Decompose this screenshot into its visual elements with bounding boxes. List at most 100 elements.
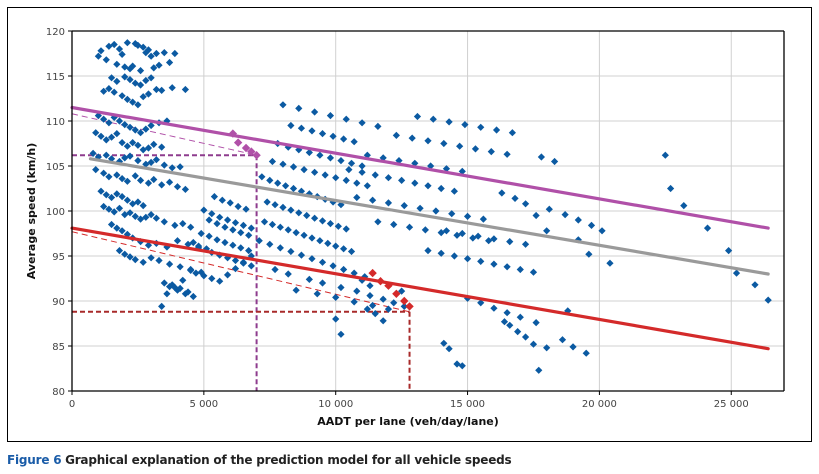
data-point	[144, 46, 153, 54]
data-point	[139, 258, 147, 266]
y-axis-ticks: 80 85 90 95 100 105 110 115 120	[46, 27, 72, 398]
data-point	[136, 81, 145, 89]
data-point	[200, 272, 208, 280]
data-point	[171, 283, 179, 292]
data-point	[334, 222, 342, 230]
data-point	[247, 262, 255, 270]
y-tick-label: 110	[46, 117, 65, 128]
axes	[71, 30, 785, 392]
data-point	[171, 49, 179, 58]
data-point	[606, 259, 614, 267]
data-point	[268, 157, 277, 166]
data-point	[358, 168, 366, 176]
data-point	[205, 216, 213, 224]
data-point	[102, 136, 110, 144]
data-point	[445, 118, 453, 126]
data-point	[118, 193, 126, 201]
data-point	[345, 166, 353, 174]
data-point	[318, 130, 327, 138]
data-point	[271, 265, 279, 274]
highlight-points	[228, 129, 414, 311]
data-point	[97, 47, 105, 55]
data-point	[295, 209, 303, 217]
data-point	[97, 187, 105, 195]
data-point	[231, 256, 240, 265]
y-tick-label: 100	[46, 207, 65, 218]
x-tick-label: 20 000	[582, 399, 617, 410]
data-point	[129, 98, 137, 106]
data-point	[210, 193, 218, 201]
data-point	[516, 313, 524, 321]
data-point	[144, 179, 153, 187]
data-point	[532, 319, 540, 327]
data-point	[450, 252, 458, 260]
data-point	[102, 191, 110, 199]
data-point	[121, 250, 129, 258]
data-point	[492, 126, 501, 134]
data-point	[123, 95, 131, 103]
data-point	[165, 283, 174, 291]
data-point	[279, 160, 287, 168]
data-point	[105, 42, 113, 50]
data-point	[134, 157, 142, 165]
data-point	[168, 281, 176, 289]
data-point	[245, 231, 253, 239]
data-point	[477, 123, 485, 131]
data-point	[287, 206, 295, 214]
data-point	[521, 240, 530, 248]
data-point	[398, 287, 406, 295]
data-point	[176, 163, 184, 171]
data-point	[134, 198, 142, 206]
data-point	[110, 208, 118, 216]
data-point	[353, 179, 361, 187]
mean-line	[88, 157, 770, 276]
data-point	[276, 223, 284, 231]
data-point	[200, 206, 208, 214]
data-point	[358, 119, 366, 127]
data-point	[395, 157, 403, 165]
data-point	[100, 115, 108, 123]
data-point	[131, 172, 139, 180]
data-point	[268, 220, 277, 229]
data-point	[384, 305, 393, 313]
data-point	[469, 234, 477, 242]
data-point	[237, 244, 245, 252]
data-point	[150, 140, 158, 148]
data-point	[448, 210, 456, 218]
data-point	[113, 60, 121, 68]
data-point	[332, 293, 340, 301]
figure-caption-text: Graphical explanation of the prediction …	[65, 453, 512, 467]
data-point	[234, 202, 242, 211]
data-point	[147, 121, 155, 130]
data-point	[703, 224, 712, 232]
data-point	[318, 217, 327, 225]
data-point	[284, 143, 292, 151]
data-point	[163, 290, 171, 298]
data-point	[358, 162, 366, 170]
data-point	[147, 74, 155, 82]
data-point	[92, 166, 100, 174]
upper-highlight-point	[252, 151, 261, 160]
data-point	[558, 336, 567, 344]
data-point	[187, 223, 195, 231]
data-point	[564, 307, 572, 315]
data-point	[543, 344, 551, 352]
data-point	[432, 207, 440, 215]
data-point	[340, 265, 348, 274]
data-point	[136, 67, 145, 75]
data-point	[152, 214, 160, 222]
data-point	[545, 205, 553, 213]
data-point	[295, 146, 303, 154]
data-point	[113, 77, 121, 85]
data-point	[587, 221, 596, 229]
data-point	[308, 234, 316, 242]
data-point	[661, 151, 669, 159]
data-point	[371, 171, 379, 179]
data-point	[147, 211, 155, 219]
data-point	[490, 304, 498, 312]
data-point	[158, 302, 166, 310]
data-point	[181, 85, 189, 94]
lower-highlight-point	[392, 289, 401, 298]
data-point	[158, 86, 166, 94]
data-point	[411, 179, 419, 187]
